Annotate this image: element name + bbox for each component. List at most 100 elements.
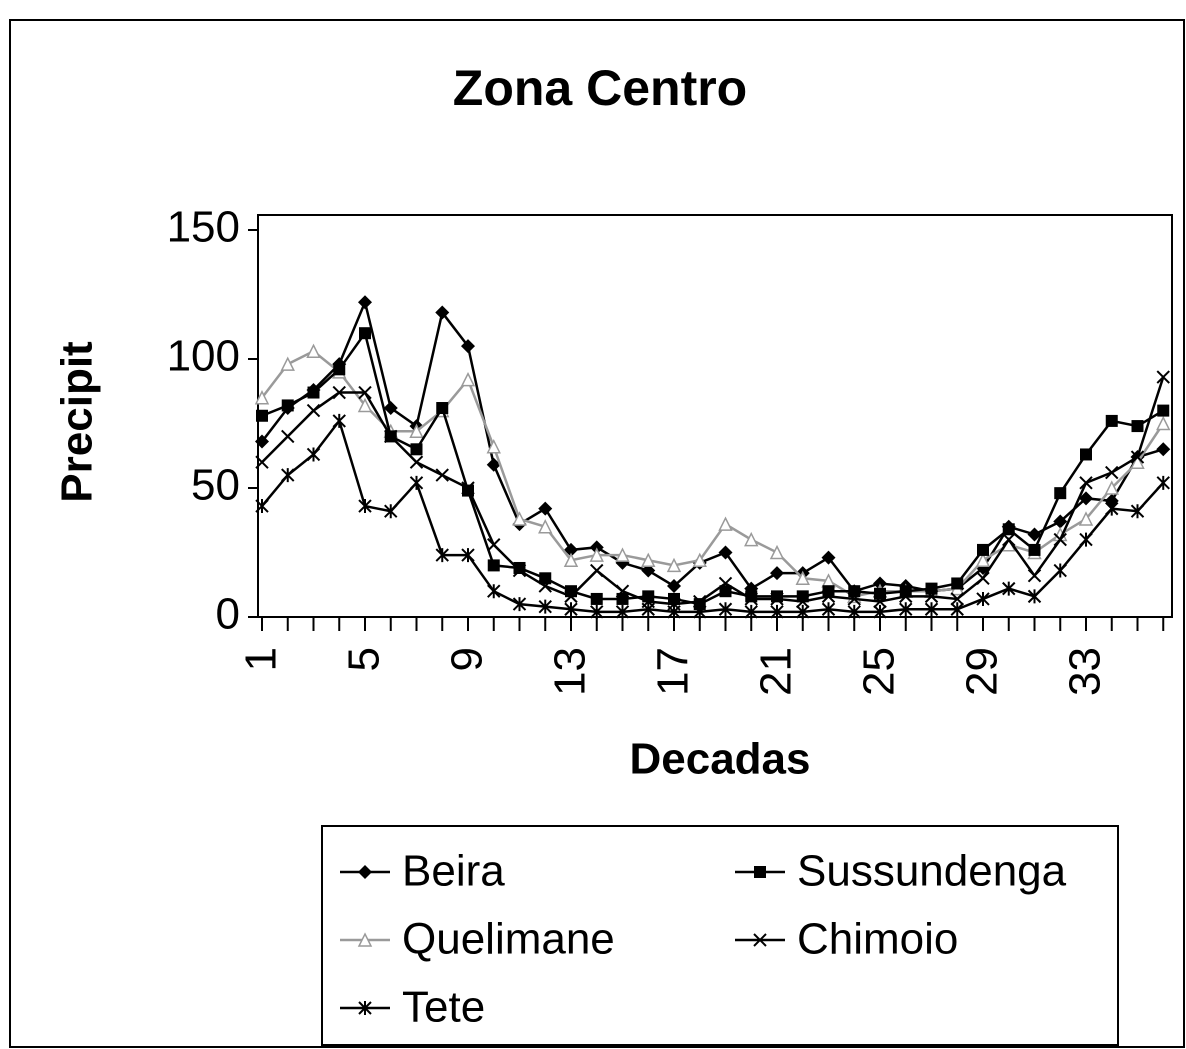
marker	[796, 594, 810, 609]
marker	[770, 566, 784, 581]
marker	[1105, 465, 1119, 480]
legend-label: Quelimane	[402, 915, 615, 964]
marker	[1002, 523, 1015, 536]
marker	[590, 604, 604, 619]
marker	[563, 552, 579, 567]
x-tick-label: 9	[443, 647, 492, 671]
x-tick-label: 33	[1061, 647, 1110, 696]
marker	[487, 559, 500, 572]
marker	[976, 571, 990, 586]
marker	[924, 589, 939, 604]
marker	[1130, 504, 1145, 519]
marker	[255, 455, 269, 469]
marker	[641, 552, 656, 567]
marker	[899, 589, 913, 604]
y-tick-label: 50	[191, 461, 240, 510]
marker	[306, 343, 321, 359]
marker	[435, 305, 450, 320]
marker	[435, 468, 449, 482]
marker	[615, 547, 630, 562]
marker	[359, 327, 371, 340]
marker	[358, 499, 372, 514]
marker	[873, 576, 887, 591]
marker	[1002, 581, 1016, 596]
marker	[1054, 487, 1067, 500]
marker	[744, 531, 759, 547]
marker	[1053, 532, 1067, 547]
marker	[1157, 404, 1170, 417]
marker	[744, 604, 758, 619]
x-tick-label: 1	[237, 647, 286, 671]
marker	[821, 550, 836, 565]
marker	[718, 516, 733, 531]
marker	[1130, 454, 1145, 469]
marker	[847, 592, 861, 606]
marker	[950, 592, 964, 606]
marker	[951, 577, 964, 590]
marker	[1028, 543, 1041, 556]
marker	[332, 413, 346, 428]
marker	[1027, 569, 1042, 583]
marker	[693, 594, 707, 609]
marker	[409, 455, 424, 469]
chart-title: Zona Centro	[453, 60, 747, 116]
chart-border	[9, 19, 1185, 1048]
marker	[1105, 414, 1118, 427]
marker	[538, 579, 552, 593]
marker	[1079, 532, 1093, 547]
legend-marker	[358, 865, 372, 879]
marker	[1104, 480, 1119, 495]
marker	[719, 585, 732, 598]
marker	[1130, 450, 1145, 464]
marker	[564, 542, 578, 557]
marker	[280, 356, 295, 371]
marker	[486, 457, 501, 472]
marker	[590, 592, 603, 605]
marker	[538, 501, 553, 516]
marker	[254, 390, 270, 405]
series-line	[261, 298, 1164, 593]
marker	[848, 585, 861, 598]
marker	[1156, 475, 1170, 490]
legend-label: Beira	[402, 847, 505, 896]
marker	[950, 602, 964, 617]
marker	[718, 576, 733, 591]
marker	[281, 468, 295, 483]
y-tick-label: 150	[167, 203, 240, 252]
legend-label: Tete	[402, 983, 485, 1032]
marker	[1053, 563, 1067, 578]
marker	[539, 572, 552, 585]
marker	[358, 295, 372, 310]
marker	[1002, 532, 1016, 547]
marker	[770, 592, 784, 606]
legend-marker	[358, 1001, 372, 1015]
marker	[333, 363, 346, 376]
marker	[873, 594, 887, 609]
series-line	[261, 349, 1165, 598]
marker	[255, 434, 269, 449]
legend-label: Sussundenga	[797, 847, 1067, 896]
legend-marker	[357, 932, 373, 947]
marker	[1105, 501, 1119, 516]
marker	[384, 504, 398, 519]
marker	[977, 543, 989, 556]
marker	[1079, 491, 1093, 506]
marker	[1080, 448, 1092, 461]
marker	[486, 439, 501, 454]
marker	[564, 602, 578, 617]
marker	[589, 547, 604, 562]
marker	[1079, 476, 1093, 490]
marker	[975, 552, 991, 567]
marker	[589, 540, 604, 555]
marker	[769, 544, 785, 560]
marker	[615, 604, 630, 619]
marker	[692, 552, 707, 567]
marker	[924, 602, 939, 617]
series-line	[261, 330, 1164, 606]
marker	[1131, 420, 1144, 433]
x-tick-label: 29	[958, 647, 1007, 696]
y-tick-label: 0	[216, 590, 240, 639]
y-axis-label: Precipit	[53, 341, 102, 503]
x-tick-label: 17	[649, 647, 698, 696]
